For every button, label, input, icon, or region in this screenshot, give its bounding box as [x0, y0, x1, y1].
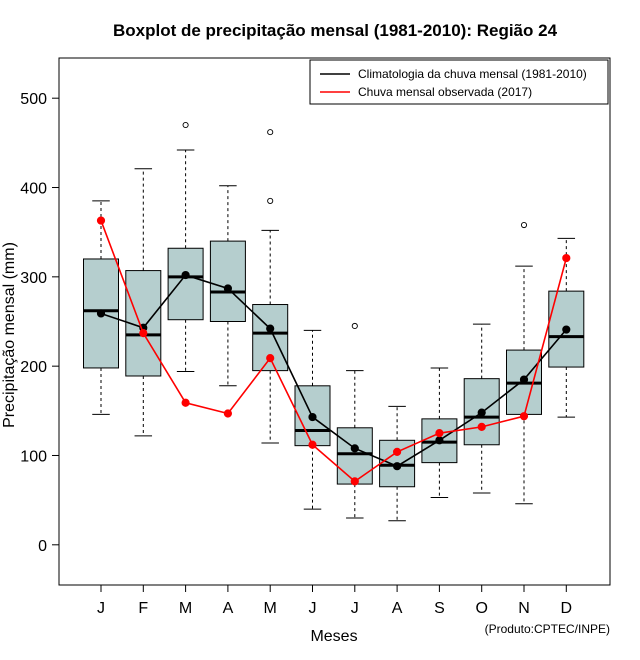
series-point [350, 477, 359, 486]
y-tick-label: 200 [20, 359, 47, 376]
y-tick-label: 100 [20, 448, 47, 465]
series-point [477, 422, 486, 431]
outlier-point [267, 129, 274, 136]
series-point [223, 409, 232, 418]
series-point [519, 375, 529, 384]
x-tick-label: A [392, 600, 403, 617]
plot-frame [58, 57, 611, 586]
series-point [519, 412, 529, 421]
series-point [96, 309, 106, 318]
y-axis-label: Precipitação mensal (mm) [1, 242, 18, 428]
box [209, 240, 246, 322]
y-axis: 0 100 200 300 400 500 [20, 91, 59, 555]
series-point [96, 216, 106, 225]
outlier-point [267, 197, 274, 204]
series-point [393, 447, 402, 457]
series-point [181, 270, 190, 280]
series-line [100, 220, 568, 483]
y-tick-label: 400 [20, 181, 47, 198]
outlier-point [520, 221, 528, 229]
series-point [308, 412, 317, 422]
x-tick-label: M [179, 600, 192, 617]
x-tick-label: O [475, 600, 487, 617]
series-point [350, 444, 359, 453]
legend-label-climatology: Climatologia da chuva mensal (1981-2010) [358, 67, 587, 81]
series-point [139, 329, 148, 338]
y-tick-label: 300 [20, 270, 47, 287]
series-point [562, 325, 571, 334]
legend-box [309, 59, 609, 105]
x-tick-label: S [434, 600, 445, 617]
series-point [223, 284, 232, 293]
outlier-point [351, 322, 358, 330]
chart-title: Boxplot de precipitação mensal (1981-201… [113, 21, 558, 40]
y-tick-label: 0 [38, 538, 47, 555]
x-tick-label: N [518, 600, 530, 617]
legend: Climatologia da chuva mensal (1981-2010)… [309, 59, 609, 105]
series-point [266, 354, 275, 363]
x-axis-label: Meses [310, 628, 357, 645]
series-point [435, 436, 444, 445]
series-point [562, 253, 571, 263]
series-point [477, 408, 486, 417]
legend-label-observed: Chuva mensal observada (2017) [358, 85, 532, 99]
series-point [266, 324, 275, 333]
credit-text: (Produto:CPTEC/INPE) [485, 622, 610, 636]
series-point [181, 398, 190, 407]
x-tick-label: A [223, 600, 234, 617]
boxes [83, 121, 585, 522]
x-tick-label: J [309, 600, 317, 617]
box [336, 427, 373, 485]
series-lines [96, 216, 571, 486]
series-line [100, 274, 567, 468]
y-tick-label: 500 [20, 91, 47, 108]
box [167, 247, 204, 321]
x-tick-label: D [561, 600, 573, 617]
series-point [393, 462, 402, 471]
x-tick-label: J [351, 600, 359, 617]
series-point [435, 429, 444, 438]
series-point [308, 440, 317, 449]
x-tick-label: F [138, 600, 148, 617]
outlier-point [182, 121, 189, 129]
x-tick-label: M [264, 600, 277, 617]
x-tick-label: J [97, 600, 105, 617]
